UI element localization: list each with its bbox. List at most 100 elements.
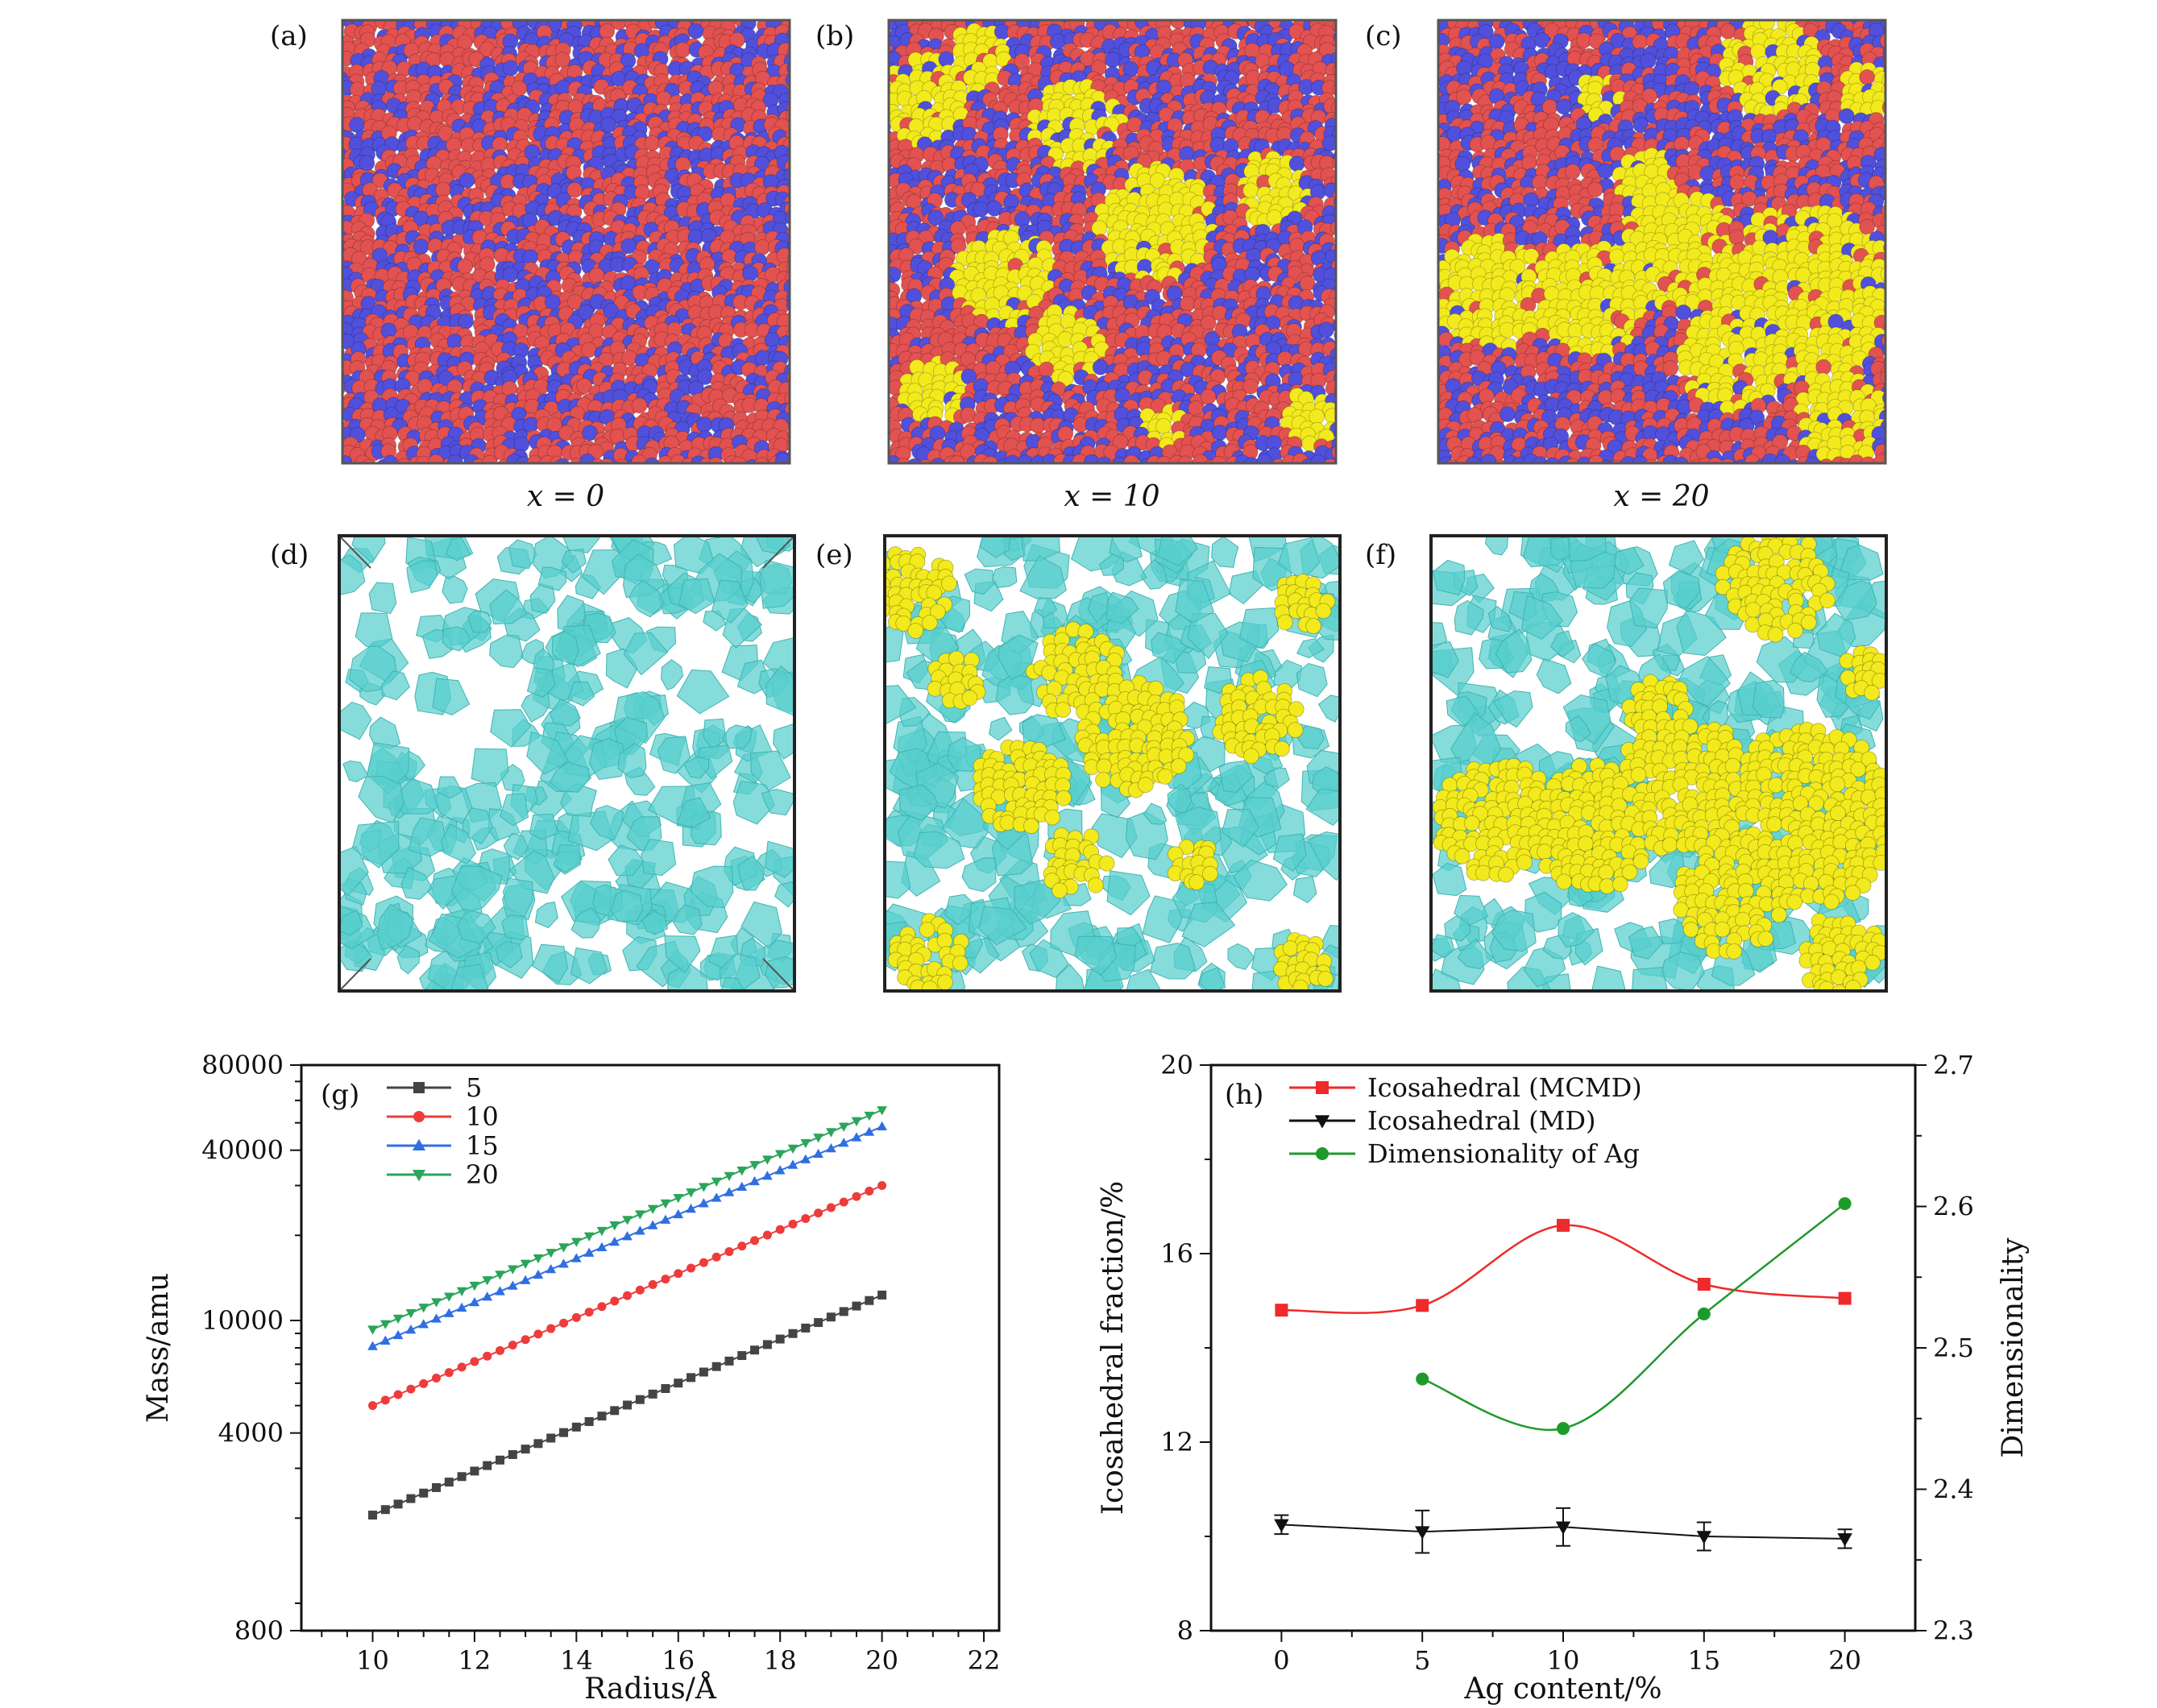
atom <box>927 209 944 226</box>
atom <box>788 92 790 102</box>
atom <box>889 39 890 48</box>
panel-b: (b) x = 10 <box>815 19 1352 513</box>
atom <box>1337 164 1352 180</box>
atom <box>889 461 890 463</box>
atom <box>600 116 617 133</box>
atom <box>576 378 592 394</box>
atom <box>465 20 468 21</box>
atom <box>415 455 432 463</box>
atom <box>1520 20 1525 21</box>
atom <box>930 458 946 463</box>
atom <box>1458 4 1474 19</box>
atom <box>790 356 806 371</box>
atom <box>786 108 790 122</box>
atom <box>442 20 450 21</box>
atom <box>1789 20 1798 22</box>
atom <box>631 397 648 414</box>
atom <box>1455 89 1472 106</box>
atom <box>342 430 343 437</box>
atom <box>342 69 344 78</box>
atom <box>1337 273 1352 288</box>
atom <box>644 457 660 463</box>
atom <box>1838 108 1855 125</box>
atom <box>1640 52 1657 69</box>
atom <box>1335 20 1336 22</box>
atom <box>790 412 806 427</box>
atom <box>429 20 438 22</box>
atom <box>938 51 955 68</box>
atom <box>707 457 724 463</box>
atom <box>580 342 597 359</box>
atom <box>788 39 790 48</box>
atom <box>342 272 344 280</box>
atom <box>785 210 790 226</box>
atom <box>511 80 528 97</box>
atom <box>889 216 890 224</box>
atom <box>923 20 927 21</box>
atom <box>1211 425 1228 442</box>
atom <box>342 33 343 39</box>
atom <box>1723 4 1738 19</box>
atom <box>1438 20 1439 25</box>
atom <box>731 456 747 463</box>
atom <box>753 457 769 463</box>
atom <box>1759 20 1775 31</box>
atom <box>327 56 342 72</box>
atom <box>1334 91 1336 101</box>
atom <box>544 294 561 310</box>
atom <box>554 458 570 463</box>
atom <box>674 42 691 58</box>
atom <box>1337 431 1352 446</box>
atom <box>889 106 890 114</box>
atom <box>789 187 790 193</box>
atom <box>889 385 890 394</box>
panel-a-caption: x = 0 <box>527 480 604 513</box>
atom <box>1423 168 1438 184</box>
atom <box>1330 220 1336 236</box>
atom <box>1859 69 1876 85</box>
atom <box>1050 33 1066 50</box>
atom <box>1105 52 1121 68</box>
atom <box>1719 23 1736 39</box>
atom <box>889 392 890 401</box>
atom <box>1330 51 1336 66</box>
atom <box>327 264 342 280</box>
atom <box>640 20 647 21</box>
atom <box>789 25 790 31</box>
atom <box>889 114 890 123</box>
atom <box>789 125 790 131</box>
atom <box>1824 20 1828 21</box>
atom <box>385 4 400 19</box>
atom <box>584 20 591 21</box>
atom <box>588 267 605 284</box>
atom <box>1324 408 1336 425</box>
atom <box>1337 43 1352 58</box>
atom <box>785 73 790 88</box>
atom <box>1555 98 1572 115</box>
panel-a-box <box>341 19 791 465</box>
atom <box>873 231 888 247</box>
atom <box>1266 209 1283 226</box>
atom <box>1422 10 1437 26</box>
atom <box>1879 33 1885 49</box>
atom <box>359 155 375 172</box>
atom <box>1200 388 1217 405</box>
panel-c-label: (c) <box>1365 20 1402 52</box>
atom <box>918 458 933 463</box>
panel-b-caption: x = 10 <box>1064 480 1159 513</box>
atom <box>1334 340 1336 349</box>
panel-a-label: (a) <box>270 20 308 52</box>
atom <box>1710 4 1725 19</box>
atom <box>1335 77 1336 85</box>
atom <box>1438 64 1440 73</box>
atom <box>1884 6 1899 21</box>
atom <box>1155 418 1172 434</box>
atom <box>342 415 343 419</box>
atom <box>481 5 496 20</box>
atom <box>582 425 598 442</box>
atom <box>566 181 583 198</box>
atom <box>1335 404 1336 410</box>
atom <box>1180 296 1196 313</box>
panel-c: (c) x = 20 <box>1365 4 1899 513</box>
